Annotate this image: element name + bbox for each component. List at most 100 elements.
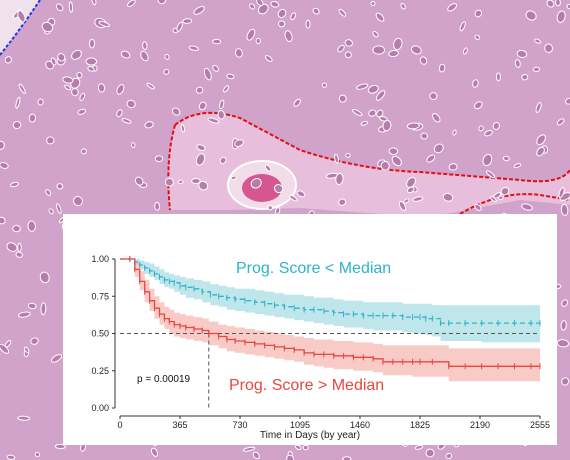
km-chart: 0.00 0.25 0.50 0.75 1.00 0 365 730 1095 1460 1825 2…: [91, 254, 550, 430]
x-tick-label: 2190: [470, 420, 490, 430]
cell-nucleus: [462, 47, 468, 55]
cell-nucleus: [388, 49, 399, 58]
cell-nucleus: [130, 142, 136, 149]
cell-nucleus: [344, 51, 352, 59]
cell-nucleus: [27, 302, 37, 310]
cell-nucleus: [452, 129, 457, 136]
cell-nucleus: [55, 3, 64, 12]
cell-nucleus: [391, 155, 402, 167]
cell-nucleus: [252, 451, 260, 460]
x-tick-label: 730: [232, 420, 247, 430]
cell-nucleus: [267, 205, 273, 211]
x-tick-label: 2555: [530, 420, 550, 430]
cell-nucleus: [556, 339, 570, 348]
cell-nucleus: [532, 66, 541, 73]
tissue-edge-outline: [0, 0, 41, 56]
cell-nucleus: [116, 109, 123, 118]
cell-nucleus: [191, 177, 201, 185]
cell-nucleus: [472, 79, 479, 88]
cell-nucleus: [278, 20, 286, 28]
cell-nucleus: [195, 153, 206, 166]
cell-nucleus: [198, 101, 207, 111]
cell-nucleus: [375, 12, 385, 22]
cell-nucleus: [4, 56, 12, 64]
cell-nucleus: [56, 183, 64, 190]
cell-nucleus: [85, 57, 98, 66]
cell-nucleus: [121, 118, 132, 124]
cell-nucleus: [39, 271, 50, 284]
cell-nucleus: [459, 21, 466, 32]
cell-nucleus: [380, 161, 390, 171]
cell-nucleus: [290, 12, 297, 21]
cell-nucleus: [48, 208, 54, 215]
cell-nucleus: [27, 220, 36, 232]
cell-nucleus: [234, 48, 243, 58]
cell-nucleus: [544, 43, 554, 53]
cell-nucleus: [4, 340, 12, 348]
cell-nucleus: [338, 8, 347, 17]
cell-nucleus: [445, 452, 453, 460]
cell-nucleus: [556, 118, 565, 126]
cell-nucleus: [91, 0, 97, 6]
cell-nucleus: [367, 84, 379, 94]
region-outline: [174, 111, 570, 183]
cell-nucleus: [171, 107, 181, 116]
cell-nucleus: [73, 196, 83, 207]
cell-nucleus: [0, 216, 6, 225]
cell-nucleus: [87, 66, 95, 72]
cell-nucleus: [370, 1, 376, 7]
cell-nucleus: [514, 59, 521, 68]
cell-nucleus: [6, 242, 18, 252]
cell-nucleus: [180, 124, 186, 133]
cell-nucleus: [561, 377, 570, 386]
cell-nucleus: [338, 198, 347, 206]
cell-nucleus: [56, 203, 62, 214]
km-chart-panel: 0.00 0.25 0.50 0.75 1.00 0 365 730 1095 1460 1825 2…: [63, 214, 557, 445]
cell-nucleus: [71, 88, 79, 97]
cell-nucleus: [37, 98, 44, 106]
cell-nucleus: [412, 196, 424, 202]
cell-nucleus: [433, 143, 444, 154]
cell-nucleus: [410, 45, 422, 55]
cell-nucleus: [294, 444, 302, 450]
cell-nucleus: [54, 443, 66, 450]
cell-nucleus: [293, 98, 301, 107]
cell-nucleus: [393, 37, 403, 51]
cell-nucleus: [207, 117, 220, 124]
cell-nucleus: [474, 101, 483, 110]
cell-nucleus: [321, 82, 328, 88]
cell-nucleus: [429, 92, 438, 101]
cell-nucleus: [150, 447, 159, 457]
cell-nucleus: [193, 5, 205, 15]
cell-nucleus: [146, 82, 155, 90]
cell-nucleus: [500, 186, 510, 196]
cell-nucleus: [250, 178, 262, 189]
cell-nucleus: [68, 1, 74, 13]
cell-nucleus: [516, 49, 528, 58]
cell-nucleus: [17, 242, 22, 253]
cell-nucleus: [335, 172, 344, 186]
y-tick-label: 0.25: [91, 366, 109, 376]
cell-nucleus: [558, 187, 565, 199]
cell-nucleus: [489, 196, 497, 202]
cell-nucleus: [223, 85, 230, 93]
cell-nucleus: [64, 84, 71, 91]
cell-nucleus: [157, 0, 167, 5]
cell-nucleus: [116, 84, 125, 95]
cell-nucleus: [525, 10, 537, 21]
cell-nucleus: [474, 203, 482, 211]
cell-nucleus: [403, 198, 410, 204]
cell-nucleus: [144, 121, 154, 129]
cell-nucleus: [120, 50, 131, 59]
y-tick-label: 0.50: [91, 329, 109, 339]
cell-nucleus: [195, 86, 204, 94]
cell-nucleus: [212, 65, 220, 72]
cell-nucleus: [219, 156, 227, 165]
cell-nucleus: [98, 20, 110, 27]
cell-nucleus: [154, 201, 161, 211]
y-tick-label: 0.75: [91, 291, 109, 301]
cell-nucleus: [521, 73, 529, 81]
cell-nucleus: [398, 201, 407, 211]
cell-nucleus: [438, 63, 446, 73]
cell-nucleus: [264, 55, 273, 62]
